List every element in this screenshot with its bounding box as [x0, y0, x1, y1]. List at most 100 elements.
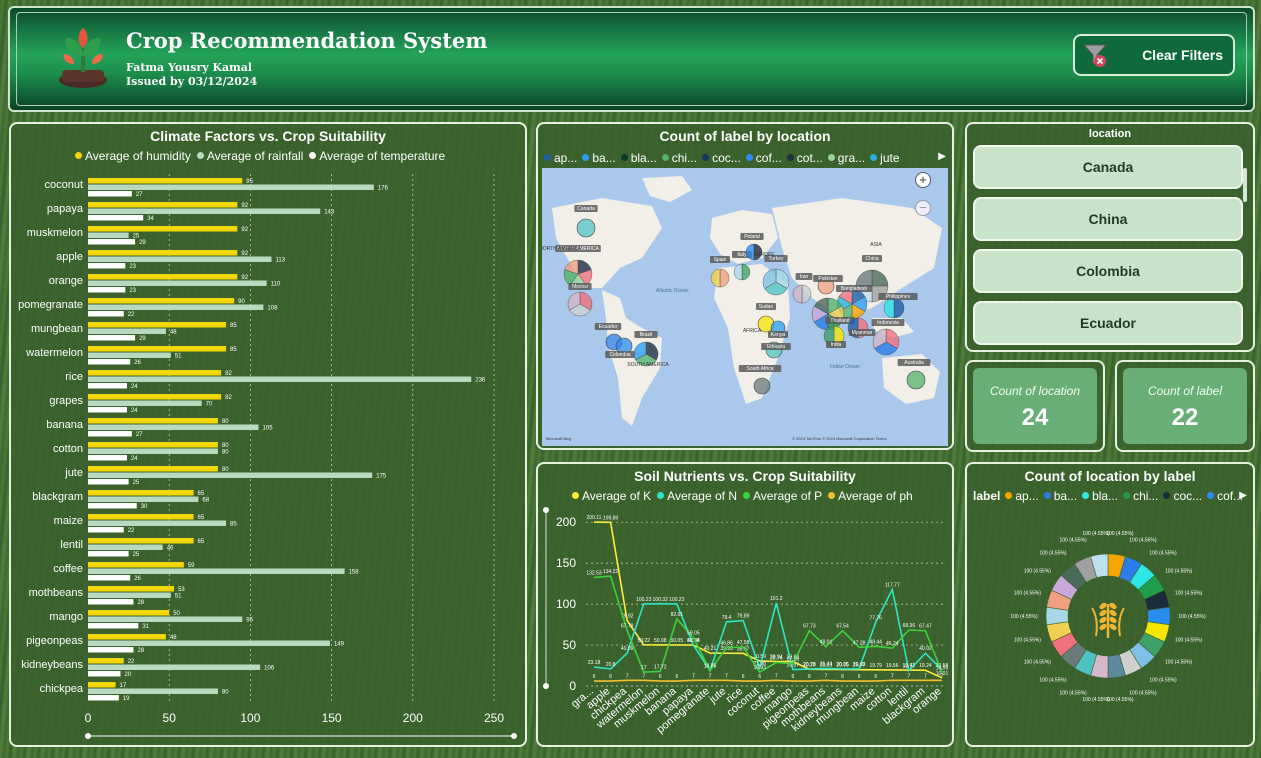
climate-bar-chart[interactable]: 0 50 100 150 200 250 coconut 95 176 27 papaya 92 143…: [11, 166, 525, 746]
soil-scroll-handle-bottom: [543, 683, 549, 689]
donut-slice-label: 100 (4.55%): [1010, 614, 1038, 620]
donut-legend-next-icon[interactable]: ▶: [1239, 490, 1247, 501]
map-label-bg: [574, 205, 598, 212]
donut-slice-label: 100 (4.55%): [1165, 659, 1193, 665]
climate-bar: [88, 346, 227, 352]
donut-legend-item[interactable]: cof...: [1207, 489, 1243, 503]
map-legend-item[interactable]: jute: [870, 151, 900, 165]
legend-p[interactable]: Average of P: [743, 489, 822, 503]
legend-n[interactable]: Average of N: [657, 489, 737, 503]
zoom-out-button[interactable]: −: [915, 200, 931, 216]
map-legend-item[interactable]: ba...: [582, 151, 616, 165]
legend-k-label: Average of K: [582, 489, 652, 503]
soil-data-label: 19.56: [886, 663, 899, 669]
map-legend-label: coc...: [712, 151, 741, 165]
donut-slice-label: 100 (4.55%): [1175, 590, 1203, 596]
climate-bar-value: 85: [230, 347, 237, 353]
climate-category-label: cotton: [53, 443, 83, 455]
climate-bar-value: 30: [141, 504, 148, 510]
soil-series-line: [594, 679, 942, 682]
soil-data-label: 7: [709, 673, 712, 679]
legend-ph[interactable]: Average of ph: [828, 489, 913, 503]
map-legend-item[interactable]: bla...: [620, 151, 657, 165]
map-legend-item[interactable]: chi...: [661, 151, 697, 165]
map-country-label: Mexico: [572, 284, 588, 290]
climate-bar: [88, 335, 136, 341]
map-pie-slice: [564, 259, 579, 275]
donut-legend-item[interactable]: coc...: [1163, 489, 1202, 503]
climate-bar: [88, 370, 222, 376]
climate-bar: [88, 527, 124, 533]
kpi-count-location-label: Count of location: [989, 384, 1081, 398]
donut-legend-item[interactable]: ba...: [1043, 489, 1077, 503]
climate-bar-value: 82: [225, 371, 232, 377]
soil-line-chart[interactable]: 0 50 100 150 200 200.11 199.89 79.92 50.22 50.08 5…: [538, 506, 952, 746]
legend-next-icon[interactable]: ▶: [938, 151, 946, 162]
zoom-in-button[interactable]: +: [915, 172, 931, 188]
soil-data-label: 59.05: [687, 631, 700, 637]
climate-bar-value: 80: [222, 419, 229, 425]
donut-legend-item[interactable]: bla...: [1082, 489, 1118, 503]
map-country-label: Pakistan: [818, 276, 837, 282]
climate-bar: [88, 682, 116, 688]
climate-bar: [88, 466, 218, 472]
map-legend-item[interactable]: ap...: [544, 151, 577, 165]
map-country-label: Kenya: [771, 332, 785, 338]
climate-bar: [88, 250, 238, 256]
climate-bar: [88, 634, 166, 640]
soil-data-label: 50.08: [654, 638, 667, 644]
map-legend-dot: [870, 154, 878, 161]
climate-bar-value: 113: [276, 258, 286, 264]
legend-temperature[interactable]: Average of temperature: [309, 149, 445, 163]
legend-rainfall[interactable]: Average of rainfall: [196, 149, 304, 163]
map-legend-item[interactable]: cot...: [786, 151, 823, 165]
climate-bar: [88, 610, 170, 616]
climate-bar-value: 27: [136, 432, 143, 438]
legend-k[interactable]: Average of K: [572, 489, 651, 503]
map-label-bg: [555, 245, 601, 252]
donut-legend-item[interactable]: chi...: [1123, 489, 1158, 503]
slicer-scrollbar[interactable]: [1243, 168, 1247, 202]
climate-bar: [88, 496, 199, 502]
map-country-label: Italy: [737, 252, 747, 258]
world-map[interactable]: Canada NORTH AMERICA Mexico Spain Italy Polan…: [542, 168, 948, 446]
map-legend-dot: [786, 154, 794, 161]
legend-humidity[interactable]: Average of humidity: [75, 149, 191, 163]
donut-chart[interactable]: 100 (4.55%) 100 (4.55%) 100 (4.55%) 100 (4.…: [967, 506, 1253, 746]
soil-data-label: 134.22: [603, 569, 619, 575]
climate-bar: [88, 575, 131, 581]
slicer-item-colombia[interactable]: Colombia: [973, 249, 1243, 293]
soil-data-label: 199.89: [603, 515, 619, 521]
legend-ph-dot: [828, 492, 836, 499]
climate-bar-value: 236: [475, 378, 486, 384]
climate-bar-value: 27: [136, 192, 143, 198]
climate-bar: [88, 383, 127, 389]
slicer-title: location: [1088, 128, 1132, 140]
map-label-bg: [826, 341, 846, 348]
legend-rainfall-label: Average of rainfall: [206, 149, 304, 163]
slicer-item-china[interactable]: China: [973, 197, 1243, 241]
climate-category-label: watermelon: [25, 347, 83, 359]
slicer-item-canada[interactable]: Canada: [973, 145, 1243, 189]
climate-bar-value: 23: [129, 264, 136, 270]
donut-slice-label: 100 (4.55%): [1024, 659, 1052, 665]
climate-category-label: apple: [56, 251, 83, 263]
donut-legend-item[interactable]: ap...: [1005, 489, 1039, 503]
slicer-item-ecuador[interactable]: Ecuador: [973, 301, 1243, 345]
map-label-bg: [605, 351, 635, 358]
soil-data-label: 100.32: [653, 597, 669, 603]
soil-data-label: 100.23: [669, 597, 685, 603]
map-legend-item[interactable]: coc...: [702, 151, 741, 165]
map-label-bg: [756, 303, 776, 310]
clear-filters-button[interactable]: Clear Filters: [1073, 34, 1235, 76]
map-region-label: SOUTH AMERICA: [627, 362, 669, 368]
map-legend-dot: [745, 154, 753, 161]
climate-x-tick: 0: [85, 711, 92, 725]
climate-bar-value: 95: [246, 618, 253, 624]
soil-data-label: 20.23: [820, 662, 833, 668]
map-legend-item[interactable]: gra...: [827, 151, 865, 165]
climate-bar: [88, 503, 137, 509]
map-legend-item[interactable]: cof...: [745, 151, 782, 165]
climate-bar: [88, 658, 124, 664]
legend-temperature-label: Average of temperature: [319, 149, 446, 163]
